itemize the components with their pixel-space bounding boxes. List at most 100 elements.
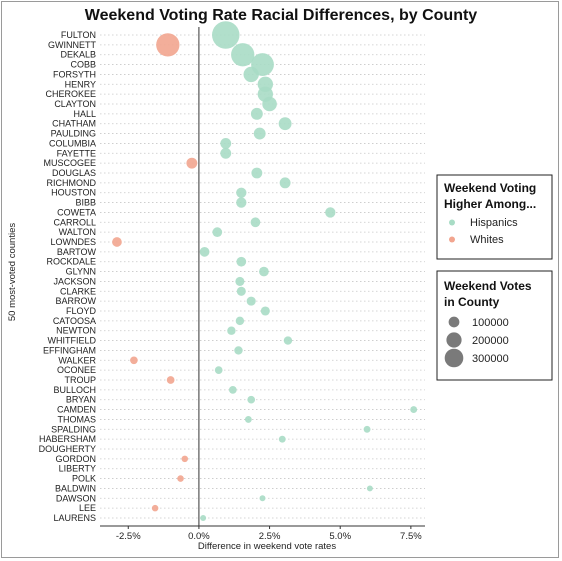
point-barrow [246,296,256,306]
county-label: POLK [72,474,96,484]
point-carroll [250,217,261,228]
point-houston [236,187,247,198]
point-lowndes [112,237,122,247]
county-label: HALL [73,109,96,119]
point-floyd [260,306,270,316]
county-label: DOUGHERTY [39,444,96,454]
county-label: COWETA [57,207,96,217]
x-axis: -2.5% 0.0% 2.5% 5.0% 7.5% [100,525,425,542]
county-label: SPALDING [51,424,96,434]
county-label: COBB [70,60,96,70]
size-swatch [446,332,462,348]
county-label: WHITFIELD [48,336,97,346]
point-chatham [278,117,292,131]
county-label: BALDWIN [55,483,96,493]
county-label: BARROW [56,296,97,306]
county-label: GWINNETT [48,40,96,50]
legend-swatch-hispanics [449,219,455,226]
point-richmond [279,177,291,189]
county-label: OCONEE [57,365,96,375]
county-label: LAURENS [53,513,96,523]
county-label: GORDON [56,454,97,464]
size-swatch [448,316,460,328]
point-bibb [236,197,247,208]
point-fayette [220,147,232,159]
y-axis-label: 50 most-voted counties [7,223,18,321]
county-label: FLOYD [66,306,97,316]
point-spalding [363,425,371,433]
gridlines [100,34,425,519]
county-label: COLUMBIA [49,138,96,148]
county-label: NEWTON [56,326,96,336]
point-douglas [251,167,263,179]
point-baldwin [366,485,373,492]
county-label: CHATHAM [52,119,96,129]
county-label: RICHMOND [47,178,97,188]
size-swatch [444,348,464,368]
county-label: PAULDING [51,129,96,139]
point-newton [227,326,236,335]
county-label: DAWSON [56,493,96,503]
x-tick-label: 0.0% [188,531,210,542]
county-label: MUSCOGEE [43,158,96,168]
county-label: DOUGLAS [52,168,96,178]
point-paulding [253,127,266,140]
x-tick-label: -2.5% [116,531,141,542]
county-label: LEE [79,503,96,513]
county-label: FORSYTH [53,69,96,79]
county-label: CATOOSA [53,316,96,326]
county-label: HABERSHAM [39,434,96,444]
county-label: LOWNDES [50,237,96,247]
point-habersham [278,435,286,443]
color-legend: Weekend Voting Higher Among... Hispanics… [436,174,553,260]
point-laurens [200,515,207,521]
size-label: 300000 [472,353,509,365]
point-polk [177,475,184,482]
point-thomas [244,415,252,423]
county-label: BULLOCH [53,385,96,395]
size-legend-entries: 100000 200000 300000 [444,316,509,368]
county-label: FAYETTE [57,148,96,158]
x-tick-label: 2.5% [259,531,281,542]
legend-swatch-whites [449,236,455,243]
point-clayton [262,96,277,112]
legend-label-whites: Whites [470,234,504,246]
county-label: THOMAS [57,414,96,424]
county-label: GLYNN [66,267,96,277]
size-label: 200000 [472,335,509,347]
county-label: JACKSON [53,276,96,286]
size-legend-title: Weekend Votes in County [444,279,535,309]
point-rockdale [236,256,247,267]
data-points [112,21,418,521]
point-oconee [214,366,223,374]
county-label: FULTON [61,30,96,40]
legend-label-hispanics: Hispanics [470,217,518,229]
county-label: ROCKDALE [46,257,96,267]
size-legend: Weekend Votes in County 100000 200000 3000… [436,270,553,381]
x-tick-label: 5.0% [329,531,351,542]
county-label: EFFINGHAM [43,345,96,355]
county-labels: FULTONGWINNETTDEKALBCOBBFORSYTHHENRYCHER… [39,30,97,523]
county-label: BARTOW [57,247,97,257]
county-label: BRYAN [66,395,96,405]
point-bryan [247,395,256,404]
county-label: HOUSTON [51,188,96,198]
point-coweta [325,207,336,218]
point-muscogee [186,157,198,169]
point-lee [151,504,159,512]
point-fulton [212,21,240,49]
point-hall [250,107,263,120]
county-label: CHEROKEE [45,89,96,99]
county-label: CARROLL [53,217,96,227]
county-label: CLARKE [60,286,96,296]
county-label: WALTON [59,227,96,237]
chart-title: Weekend Voting Rate Racial Differences, … [85,7,477,24]
point-gwinnett [156,33,180,57]
size-label: 100000 [472,317,509,329]
county-label: HENRY [65,79,96,89]
county-label: DEKALB [60,50,96,60]
county-label: CLAYTON [54,99,96,109]
point-bartow [199,246,210,257]
county-label: BIBB [75,198,96,208]
